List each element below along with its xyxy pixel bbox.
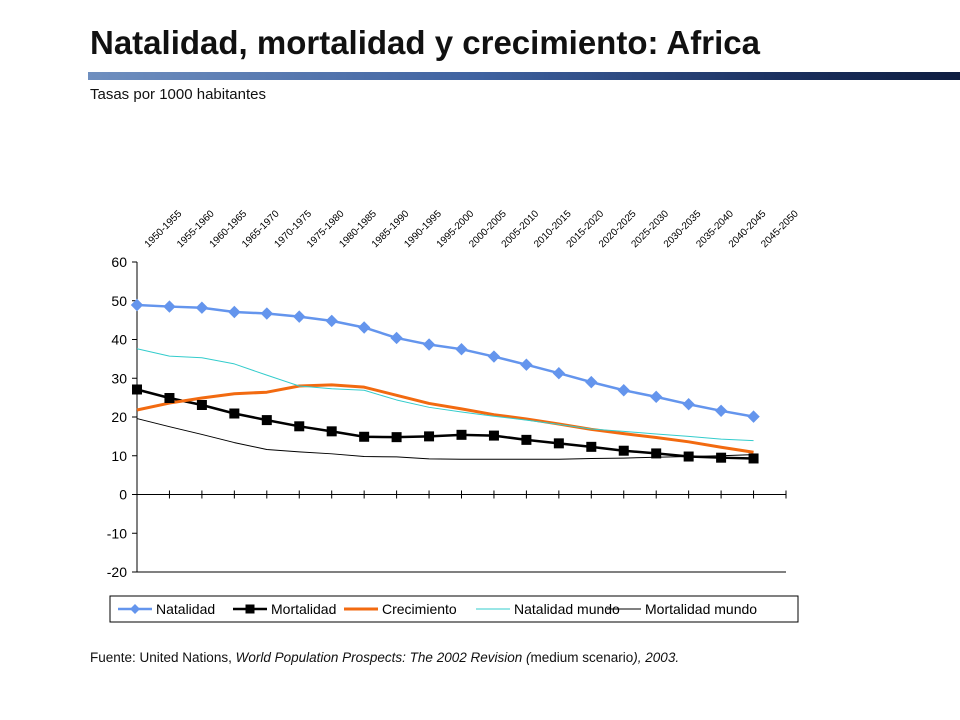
title-underline-bar xyxy=(88,72,960,80)
data-point-0 xyxy=(390,331,403,345)
data-point-1 xyxy=(132,384,142,395)
data-point-1 xyxy=(359,431,370,442)
data-point-1 xyxy=(553,438,564,449)
series-line-1 xyxy=(136,388,754,460)
legend-label-1: Mortalidad xyxy=(271,601,336,617)
data-point-0 xyxy=(682,398,695,411)
legend-box xyxy=(109,595,799,623)
y-tick-label: 0 xyxy=(119,487,127,503)
data-point-0 xyxy=(293,310,306,323)
legend-label-4: Mortalidad mundo xyxy=(645,601,757,617)
data-point-0 xyxy=(228,305,241,319)
data-point-0 xyxy=(422,338,436,351)
data-point-1 xyxy=(651,448,662,459)
legend-marker-1 xyxy=(245,604,255,614)
data-point-1 xyxy=(488,430,499,441)
data-point-0 xyxy=(520,358,533,371)
data-point-0 xyxy=(260,307,274,320)
data-point-1 xyxy=(618,445,629,456)
data-point-0 xyxy=(714,404,728,418)
data-point-0 xyxy=(357,321,371,334)
data-point-1 xyxy=(456,429,467,440)
source-end: ), 2003. xyxy=(633,650,680,665)
series-line-2 xyxy=(136,383,754,454)
data-point-0 xyxy=(195,301,209,314)
data-point-0 xyxy=(552,367,566,380)
source-note: Fuente: United Nations, World Population… xyxy=(90,650,679,665)
data-point-1 xyxy=(748,453,759,464)
data-point-1 xyxy=(586,441,597,452)
data-point-0 xyxy=(325,314,338,328)
data-point-0 xyxy=(747,410,760,423)
data-point-0 xyxy=(617,384,630,397)
data-point-1 xyxy=(164,393,175,404)
series-line-3 xyxy=(136,348,754,442)
y-tick-label: 10 xyxy=(111,448,127,464)
y-tick-label: 20 xyxy=(111,409,127,425)
y-tick-label: 40 xyxy=(111,332,127,348)
y-tick-label: -20 xyxy=(107,564,127,580)
page-subtitle: Tasas por 1000 habitantes xyxy=(90,86,266,103)
data-point-1 xyxy=(326,426,337,437)
source-title: World Population Prospects: The 2002 Rev… xyxy=(235,650,531,665)
data-point-1 xyxy=(521,434,532,445)
data-point-1 xyxy=(196,399,207,410)
data-point-0 xyxy=(163,300,176,313)
page-title: Natalidad, mortalidad y crecimiento: Afr… xyxy=(90,24,760,61)
data-point-0 xyxy=(649,390,663,404)
y-tick-label: 60 xyxy=(111,254,127,270)
series-line-0 xyxy=(136,303,754,418)
y-tick-label: 30 xyxy=(111,370,127,386)
legend-label-0: Natalidad xyxy=(156,601,215,617)
legend-marker-0 xyxy=(130,604,140,614)
data-point-1 xyxy=(261,415,272,426)
data-point-0 xyxy=(585,375,598,389)
data-point-0 xyxy=(130,298,144,312)
y-tick-label: -10 xyxy=(107,525,127,541)
data-point-0 xyxy=(487,350,501,363)
data-point-1 xyxy=(294,421,305,432)
series-line-4 xyxy=(136,418,754,460)
y-tick-label: 50 xyxy=(111,293,127,309)
data-point-0 xyxy=(455,342,468,356)
source-prefix: Fuente: United Nations, xyxy=(90,650,236,665)
data-point-1 xyxy=(229,408,240,419)
data-point-1 xyxy=(391,432,402,443)
legend-label-2: Crecimiento xyxy=(382,601,457,617)
legend-label-3: Natalidad mundo xyxy=(514,601,620,617)
source-middle: medium scenario xyxy=(530,650,634,665)
data-point-1 xyxy=(683,451,694,462)
data-point-1 xyxy=(424,431,435,442)
data-point-1 xyxy=(716,452,727,463)
